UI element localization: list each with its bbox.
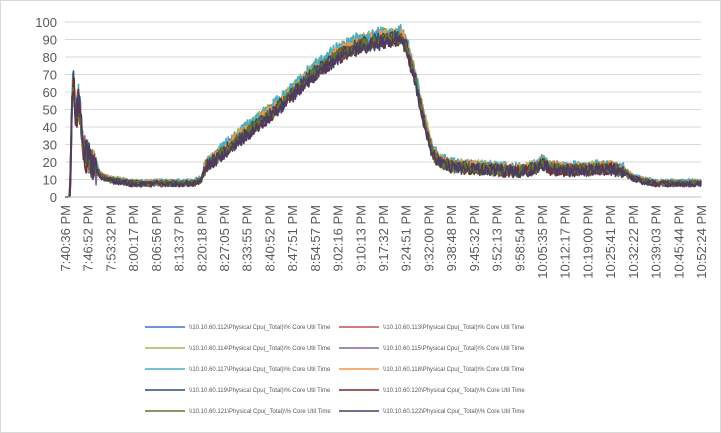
- x-tick-label: 8:20:18 PM: [194, 205, 209, 272]
- y-tick-label: 50: [43, 103, 57, 118]
- y-tick-label: 90: [43, 33, 57, 48]
- legend-entry-label: \\10.10.60.121\Physical Cpu(_Total)\% Co…: [189, 409, 331, 415]
- legend-entry-label: \\10.10.60.120\Physical Cpu(_Total)\% Co…: [383, 388, 525, 394]
- legend-entry-label: \\10.10.60.112\Physical Cpu(_Total)\% Co…: [189, 325, 331, 331]
- legend-entry-label: \\10.10.60.113\Physical Cpu(_Total)\% Co…: [383, 325, 525, 331]
- x-tick-label: 10:52:24 PM: [694, 205, 709, 279]
- x-tick-label: 8:00:17 PM: [126, 205, 141, 272]
- y-tick-label: 30: [43, 138, 57, 153]
- x-tick-label: 9:02:16 PM: [331, 205, 346, 272]
- x-tick-label: 9:45:32 PM: [467, 205, 482, 272]
- x-tick-label: 9:32:00 PM: [421, 205, 436, 272]
- x-tick-label: 9:58:54 PM: [512, 205, 527, 272]
- x-tick-label: 8:47:51 PM: [285, 205, 300, 272]
- x-tick-label: 7:46:52 PM: [81, 205, 96, 272]
- x-tick-label: 8:33:55 PM: [240, 205, 255, 271]
- legend-entry-label: \\10.10.60.118\Physical Cpu(_Total)\% Co…: [383, 367, 525, 373]
- x-axis-tick-labels: 7:40:36 PM 7:46:52 PM 7:53:32 PM 8:00:17 PM…: [58, 205, 709, 279]
- y-tick-label: 20: [43, 155, 57, 170]
- x-tick-label: 7:40:36 PM: [58, 205, 73, 272]
- x-tick-label: 7:53:32 PM: [103, 205, 118, 272]
- y-tick-label: 60: [43, 85, 57, 100]
- y-tick-label: 70: [43, 68, 57, 83]
- series-lines: [64, 24, 702, 198]
- y-tick-label: 80: [43, 50, 57, 65]
- x-tick-label: 10:19:00 PM: [580, 205, 595, 279]
- x-tick-label: 9:52:13 PM: [490, 205, 505, 272]
- x-tick-label: 8:40:52 PM: [262, 205, 277, 272]
- x-tick-label: 8:54:57 PM: [308, 205, 323, 272]
- x-tick-label: 10:25:41 PM: [603, 205, 618, 279]
- legend-entry-label: \\10.10.60.117\Physical Cpu(_Total)\% Co…: [189, 367, 331, 373]
- legend-entry-label: \\10.10.60.115\Physical Cpu(_Total)\% Co…: [383, 346, 525, 352]
- x-tick-label: 10:32:22 PM: [626, 205, 641, 279]
- y-axis-tick-labels: 0 10 20 30 40 50 60 70 80 90 100: [35, 15, 57, 205]
- legend-entry-label: \\10.10.60.114\Physical Cpu(_Total)\% Co…: [189, 346, 331, 352]
- x-tick-label: 8:06:56 PM: [149, 205, 164, 272]
- x-tick-label: 10:39:03 PM: [649, 205, 664, 279]
- y-tick-label: 100: [35, 15, 57, 30]
- x-tick-label: 9:10:13 PM: [353, 205, 368, 272]
- y-tick-label: 40: [43, 120, 57, 135]
- series-line-10: [64, 34, 702, 198]
- x-tick-label: 10:12:17 PM: [558, 205, 573, 279]
- legend-entry-label: \\10.10.60.119\Physical Cpu(_Total)\% Co…: [189, 388, 331, 394]
- y-tick-label: 10: [43, 173, 57, 188]
- x-tick-label: 9:24:51 PM: [399, 205, 414, 272]
- legend: \\10.10.60.112\Physical Cpu(_Total)\% Co…: [145, 325, 525, 415]
- x-tick-label: 8:27:05 PM: [217, 205, 232, 272]
- x-tick-label: 10:05:35 PM: [535, 205, 550, 279]
- x-tick-label: 9:17:32 PM: [376, 205, 391, 272]
- x-tick-label: 8:13:37 PM: [172, 205, 187, 272]
- x-tick-label: 9:38:48 PM: [444, 205, 459, 272]
- x-tick-label: 10:45:44 PM: [671, 205, 686, 279]
- y-tick-label: 0: [50, 190, 57, 205]
- legend-entry-label: \\10.10.60.122\Physical Cpu(_Total)\% Co…: [383, 409, 525, 415]
